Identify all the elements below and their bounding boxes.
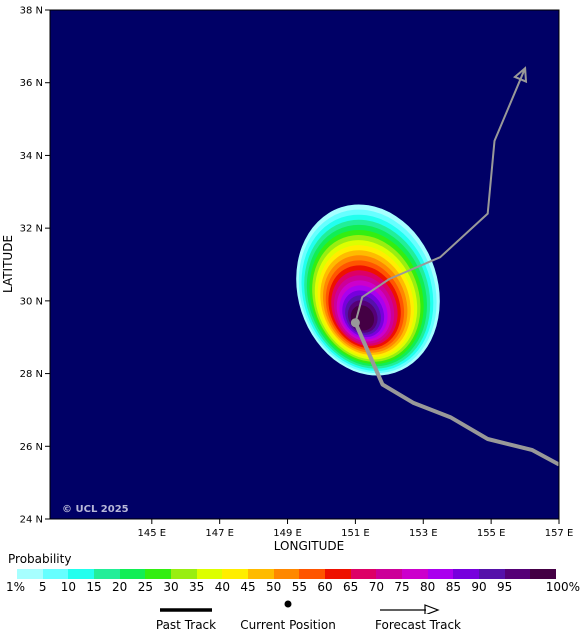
colorbar-label: 85 xyxy=(445,580,461,594)
colorbar-labels: 1% 5 10 15 20 25 30 35 40 45 50 55 60 65 70 75 80 85 90 95 1… xyxy=(0,580,580,594)
colorbar-swatch xyxy=(222,569,249,579)
x-tick-label: 155 E xyxy=(477,528,506,539)
y-tick-label: 26 N xyxy=(20,442,43,453)
x-axis-ticks: 145 E 147 E 149 E 151 E 153 E 155 E 157 E xyxy=(138,519,574,539)
colorbar-label: 60 xyxy=(317,580,333,594)
colorbar-label: 25 xyxy=(137,580,153,594)
x-tick-label: 145 E xyxy=(138,528,167,539)
colorbar-label: 75 xyxy=(394,580,410,594)
colorbar-swatch xyxy=(273,569,300,579)
colorbar-swatch xyxy=(325,569,351,579)
track-layer xyxy=(350,66,559,467)
x-tick-label: 157 E xyxy=(545,528,574,539)
y-axis-ticks: 24 N 26 N 28 N 30 N 32 N 34 N 36 N 38 N xyxy=(20,6,50,526)
colorbar-label: 45 xyxy=(240,580,256,594)
colorbar-swatch xyxy=(402,569,428,579)
colorbar-swatch xyxy=(171,569,197,579)
colorbar-swatch xyxy=(196,569,223,579)
colorbar-label: 35 xyxy=(189,580,205,594)
legend-current-position: Current Position xyxy=(232,598,344,632)
colorbar-label: 20 xyxy=(112,580,128,594)
forecast-track-line xyxy=(354,67,527,323)
current-position-dot-icon xyxy=(284,600,292,608)
colorbar-swatch xyxy=(350,569,377,579)
y-tick-label: 34 N xyxy=(20,151,43,162)
legend-past-track-label: Past Track xyxy=(155,618,217,632)
y-tick-label: 36 N xyxy=(20,78,43,89)
y-axis-title: LATITUDE xyxy=(1,235,15,293)
probability-colorbar xyxy=(17,569,557,579)
forecast-arrow-icon xyxy=(380,604,440,616)
x-tick-label: 153 E xyxy=(409,528,438,539)
legend-current-position-label: Current Position xyxy=(240,618,336,632)
colorbar-label: 90 xyxy=(471,580,487,594)
colorbar-swatch xyxy=(530,569,557,579)
colorbar-swatch xyxy=(504,569,531,579)
x-tick-label: 149 E xyxy=(273,528,302,539)
colorbar-swatch xyxy=(42,569,69,579)
colorbar-swatch xyxy=(119,569,146,579)
y-tick-label: 32 N xyxy=(20,224,43,235)
track-legend: Past Track Current Position Forecast Tra… xyxy=(0,598,580,638)
colorbar-label: 70 xyxy=(368,580,384,594)
legend-title: Probability xyxy=(8,552,72,566)
colorbar-swatch xyxy=(17,569,43,579)
colorbar-swatch xyxy=(94,569,120,579)
colorbar-swatch xyxy=(248,569,274,579)
y-tick-label: 30 N xyxy=(20,296,43,307)
legend-forecast-track: Forecast Track xyxy=(368,598,468,632)
probability-field xyxy=(296,204,440,376)
colorbar-swatch xyxy=(479,569,505,579)
colorbar-label: 10 xyxy=(60,580,76,594)
y-tick-label: 38 N xyxy=(20,6,43,17)
colorbar-label: 65 xyxy=(343,580,359,594)
colorbar-label: 5 xyxy=(38,580,47,594)
y-tick-label: 28 N xyxy=(20,369,43,380)
x-tick-label: 147 E xyxy=(205,528,234,539)
legend-forecast-track-label: Forecast Track xyxy=(375,618,461,632)
past-track-line xyxy=(353,321,559,467)
forecast-arrowhead xyxy=(513,66,528,84)
x-tick-label: 151 E xyxy=(341,528,370,539)
colorbar-label: 30 xyxy=(163,580,179,594)
colorbar-swatch xyxy=(427,569,454,579)
past-track-line-icon xyxy=(160,608,212,612)
colorbar-swatch xyxy=(145,569,172,579)
colorbar-label: 80 xyxy=(420,580,436,594)
plot-frame xyxy=(49,9,560,520)
x-axis-title: LONGITUDE xyxy=(274,539,344,550)
legend-past-track: Past Track xyxy=(150,598,222,632)
current-position-marker xyxy=(350,318,360,328)
map-figure: 145 E 147 E 149 E 151 E 153 E 155 E 157 E 24 N… xyxy=(1,6,574,551)
colorbar-swatch xyxy=(68,569,95,579)
colorbar-label: 95 xyxy=(497,580,513,594)
colorbar-label: 100% xyxy=(545,580,580,594)
colorbar-swatch xyxy=(453,569,480,579)
copyright-notice: © UCL 2025 xyxy=(62,504,129,515)
colorbar-label: 55 xyxy=(291,580,307,594)
colorbar-swatch xyxy=(299,569,326,579)
colorbar-label: 50 xyxy=(266,580,282,594)
y-tick-label: 24 N xyxy=(20,515,43,526)
colorbar-swatch xyxy=(376,569,403,579)
colorbar-label: 1% xyxy=(6,580,26,594)
colorbar-label: 15 xyxy=(86,580,102,594)
colorbar-label: 40 xyxy=(214,580,230,594)
